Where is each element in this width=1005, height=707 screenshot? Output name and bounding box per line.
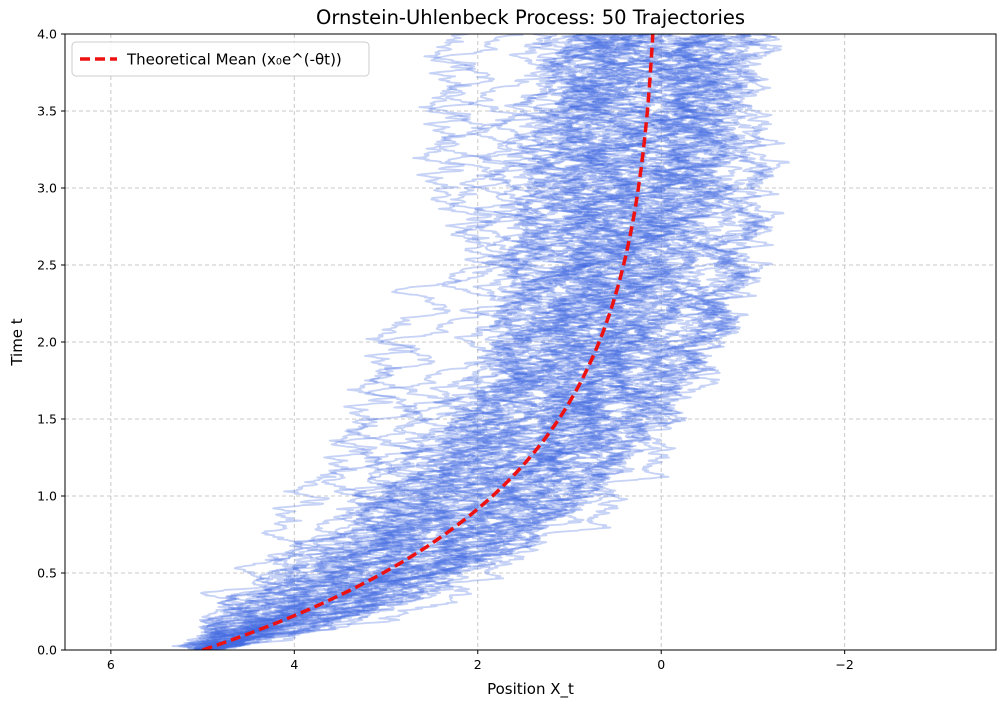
trajectory-line — [198, 34, 624, 650]
trajectory-line — [187, 34, 680, 650]
trajectory-line — [202, 34, 766, 650]
x-tick-label: 4 — [290, 657, 298, 672]
x-tick-label: −2 — [835, 657, 853, 672]
trajectory-line — [200, 34, 775, 650]
trajectory-line — [202, 34, 741, 650]
trajectory-line — [202, 34, 612, 650]
y-tick-label: 1.0 — [37, 489, 57, 504]
x-tick-label: 6 — [107, 657, 115, 672]
trajectory-line — [197, 34, 722, 650]
trajectory-line — [202, 34, 719, 650]
trajectory-line — [180, 34, 790, 650]
trajectory-line — [193, 34, 757, 650]
chart-title: Ornstein-Uhlenbeck Process: 50 Trajector… — [316, 6, 745, 29]
y-tick-label: 1.5 — [37, 412, 57, 427]
trajectory-line — [202, 34, 783, 650]
x-axis-label: Position X_t — [487, 680, 574, 699]
trajectory-line — [202, 34, 676, 650]
y-tick-label: 0.5 — [37, 566, 57, 581]
trajectory-line — [202, 34, 765, 650]
y-tick-label: 0.0 — [37, 643, 57, 658]
y-tick-label: 3.5 — [37, 104, 57, 119]
trajectory-line — [194, 34, 743, 650]
y-tick-label: 4.0 — [37, 27, 57, 42]
theoretical-mean-line — [202, 34, 655, 650]
trajectory-line — [190, 34, 685, 650]
trajectory-line — [202, 34, 749, 650]
trajectory-line — [202, 34, 720, 650]
y-axis-label: Time t — [8, 318, 26, 366]
trajectory-line — [202, 34, 600, 650]
trajectory-line — [202, 34, 672, 650]
trajectory-line — [171, 34, 780, 650]
trajectory-line — [202, 34, 658, 650]
trajectory-line — [202, 34, 731, 650]
trajectory-line — [183, 34, 751, 650]
y-tick-label: 2.0 — [37, 335, 57, 350]
x-tick-label: 2 — [474, 657, 482, 672]
trajectory-line — [192, 34, 751, 650]
legend-box — [71, 41, 370, 77]
legend: Theoretical Mean (x₀e^(-θt)) — [71, 41, 370, 77]
trajectory-line — [198, 34, 785, 650]
x-axis: 6 4 2 0 −2 — [107, 650, 854, 672]
trajectory-line — [202, 34, 762, 650]
grid — [65, 34, 996, 650]
trajectory-line — [202, 34, 688, 650]
trajectory-line — [200, 34, 677, 650]
trajectory-line — [202, 34, 773, 650]
trajectory-line — [199, 34, 674, 650]
trajectory-line — [202, 34, 634, 650]
trajectory-line — [196, 34, 786, 650]
trajectory-line — [201, 34, 619, 650]
trajectories — [171, 34, 790, 650]
trajectory-line — [202, 34, 628, 650]
trajectory-line — [194, 34, 660, 650]
trajectory-line — [202, 34, 737, 650]
trajectory-line — [189, 34, 670, 650]
trajectory-line — [194, 34, 725, 650]
trajectory-line — [202, 34, 749, 650]
trajectory-line — [202, 34, 776, 650]
trajectory-line — [197, 34, 666, 650]
y-tick-label: 2.5 — [37, 258, 57, 273]
trajectory-line — [202, 34, 751, 650]
trajectory-line — [202, 34, 634, 650]
trajectory-line — [201, 34, 772, 650]
legend-label-mean: Theoretical Mean (x₀e^(-θt)) — [126, 51, 342, 69]
y-tick-label: 3.0 — [37, 181, 57, 196]
trajectory-line — [178, 34, 676, 650]
x-tick-label: 0 — [657, 657, 665, 672]
trajectory-line — [202, 34, 631, 650]
y-axis: 0.0 0.5 1.0 1.5 2.0 2.5 3.0 3.5 4.0 — [37, 27, 65, 658]
trajectory-line — [202, 34, 774, 650]
theoretical-mean-series — [202, 34, 655, 650]
trajectory-line — [196, 34, 692, 650]
trajectory-line — [202, 34, 774, 650]
trajectory-line — [202, 34, 711, 650]
